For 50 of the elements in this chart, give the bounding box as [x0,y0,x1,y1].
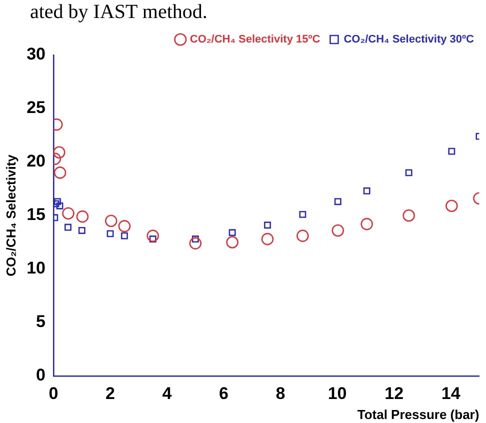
x-tick-label: 4 [162,384,172,403]
point [363,187,370,194]
text: ated by IAST method. [29,0,208,24]
point [54,200,60,208]
point [334,198,342,206]
point [120,232,128,240]
y-axis-title: CO₂/CH₄ Selectivity [3,154,18,276]
x-axis-title: Total Pressure (bar) [357,406,480,422]
point [54,146,66,159]
y-tick-label: 5 [36,312,46,332]
point [299,210,306,218]
point [405,169,412,176]
x-tick-label: 0 [48,384,58,403]
x-tick-label: 6 [219,384,229,403]
y-tick-label: 0 [36,366,46,385]
point [146,230,159,242]
x-tick-label: 10 [328,384,347,403]
point [264,222,271,229]
point [54,166,66,179]
point [296,230,309,242]
point [192,236,199,243]
legend-label: CO₂/CH₄ Selectivity 15ºC [190,34,320,46]
point [56,202,64,210]
point [261,232,274,246]
x-tick-label: 14 [441,384,461,403]
x-tick-label: 2 [106,384,115,403]
point [54,198,61,206]
point [332,224,344,237]
point [106,230,114,238]
point [360,218,373,230]
point [226,236,238,248]
point [76,210,89,223]
y-tick-label: 25 [26,98,46,118]
point [78,227,86,234]
point [62,207,74,220]
y-tick-label: 15 [26,205,46,224]
point [448,148,456,155]
x-tick-label: 8 [276,384,286,403]
y-tick-label: 30 [26,44,46,64]
point [228,229,236,236]
y-tick-label: 10 [26,258,46,278]
point [64,224,72,231]
x-tick-label: 12 [384,384,404,403]
y-tick-label: 20 [26,152,46,171]
point [446,200,458,212]
legend-label: CO₂/CH₄ Selectivity 30ºC [344,34,474,46]
point [402,209,415,222]
point [189,237,202,250]
point [104,214,118,227]
point [118,220,131,232]
